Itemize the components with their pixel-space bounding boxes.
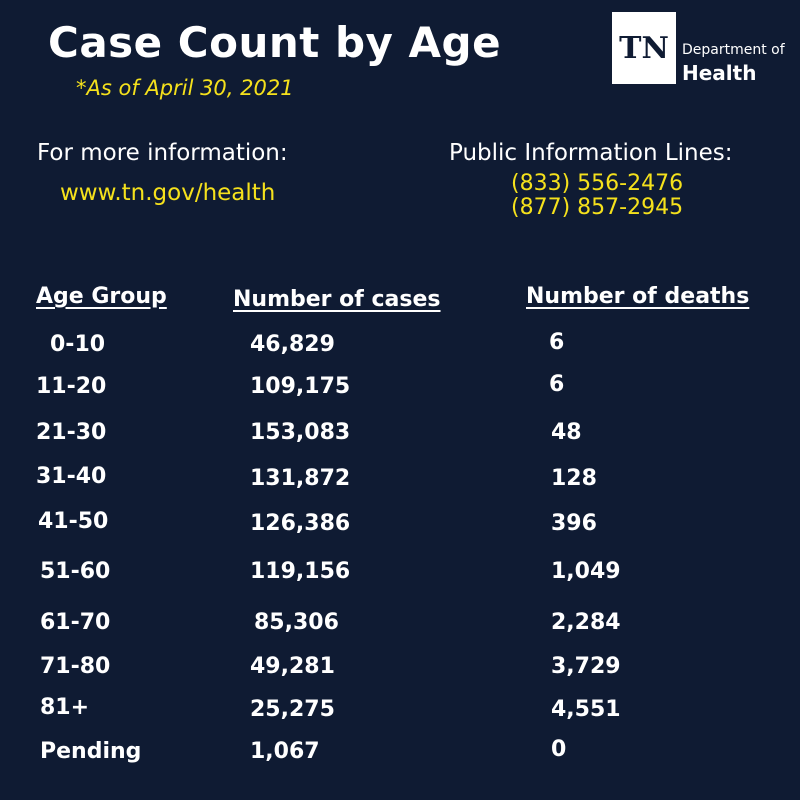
page-title: Case Count by Age (48, 18, 502, 67)
table-row-age: 71-80 (40, 654, 111, 679)
table-row-cases: 109,175 (250, 374, 351, 399)
website-link[interactable]: www.tn.gov/health (60, 180, 276, 206)
table-row-deaths: 1,049 (551, 559, 621, 584)
table-row-cases: 1,067 (250, 739, 320, 764)
table-row-deaths: 128 (551, 466, 597, 491)
column-header-age-group: Age Group (36, 284, 167, 309)
table-row-cases: 46,829 (250, 332, 335, 357)
table-row-age: 21-30 (36, 420, 107, 445)
column-header-cases: Number of cases (233, 287, 441, 312)
table-row-deaths: 6 (549, 372, 565, 397)
table-row-cases: 85,306 (254, 610, 339, 635)
table-row-age: 41-50 (38, 509, 109, 534)
table-row-age: 0-10 (50, 332, 106, 357)
phone-number-1[interactable]: (833) 556-2476 (511, 171, 684, 196)
logo-department-text: Department of (682, 42, 785, 58)
table-row-cases: 25,275 (250, 697, 335, 722)
table-row-deaths: 4,551 (551, 697, 621, 722)
more-info-label: For more information: (37, 140, 288, 166)
table-row-age: 61-70 (40, 610, 111, 635)
table-row-deaths: 6 (549, 330, 565, 355)
table-row-deaths: 396 (551, 511, 597, 536)
table-row-cases: 119,156 (250, 559, 351, 584)
logo-health-text: Health (682, 61, 757, 85)
tn-logo-mark: TN (612, 12, 676, 84)
table-row-deaths: 2,284 (551, 610, 621, 635)
as-of-date: *As of April 30, 2021 (76, 76, 294, 100)
table-row-deaths: 0 (551, 737, 567, 762)
tn-health-logo: TN Department of Health (612, 12, 790, 85)
table-row-cases: 153,083 (250, 420, 351, 445)
table-row-age: 31-40 (36, 464, 107, 489)
table-row-age: 51-60 (40, 559, 111, 584)
table-row-cases: 131,872 (250, 466, 351, 491)
public-info-lines-label: Public Information Lines: (449, 140, 733, 166)
table-row-deaths: 3,729 (551, 654, 621, 679)
table-row-cases: 126,386 (250, 511, 351, 536)
table-row-age: 11-20 (36, 374, 107, 399)
column-header-deaths: Number of deaths (526, 284, 750, 309)
table-row-age: 81+ (40, 695, 90, 720)
table-row-age: Pending (40, 739, 142, 764)
table-row-cases: 49,281 (250, 654, 335, 679)
phone-number-2[interactable]: (877) 857-2945 (511, 195, 684, 220)
table-row-deaths: 48 (551, 420, 582, 445)
